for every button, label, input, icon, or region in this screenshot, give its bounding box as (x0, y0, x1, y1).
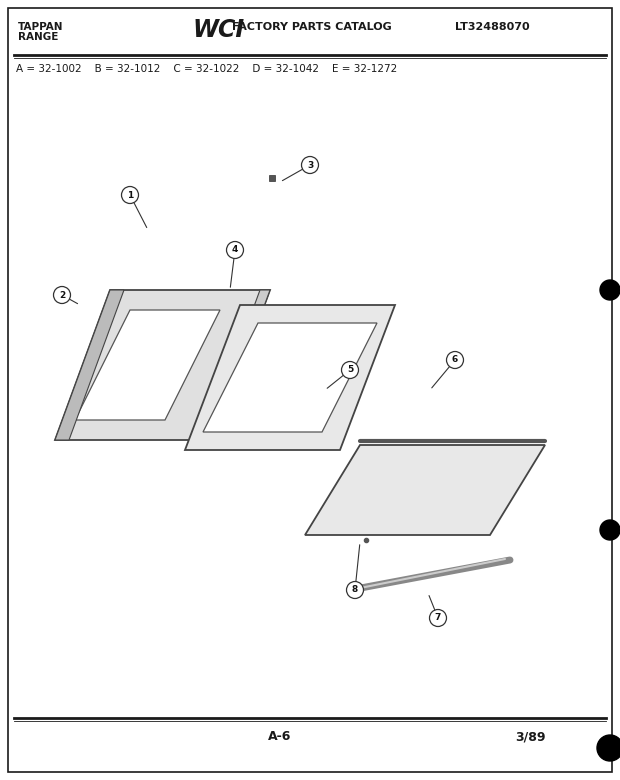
Polygon shape (55, 290, 270, 440)
Polygon shape (75, 310, 220, 420)
Circle shape (53, 286, 71, 303)
Circle shape (600, 520, 620, 540)
Text: 4: 4 (232, 246, 238, 254)
Polygon shape (203, 323, 377, 432)
Circle shape (597, 735, 620, 761)
Text: 6: 6 (452, 356, 458, 364)
Circle shape (226, 242, 244, 258)
Text: eReplacementParts.com: eReplacementParts.com (170, 423, 340, 437)
Circle shape (430, 609, 446, 626)
Text: WCI: WCI (192, 18, 244, 42)
Polygon shape (55, 290, 124, 440)
Text: 8: 8 (352, 586, 358, 594)
Text: 2: 2 (59, 290, 65, 300)
Circle shape (122, 186, 138, 204)
Text: 3/89: 3/89 (515, 730, 545, 743)
Text: 1: 1 (127, 190, 133, 200)
Text: A-6: A-6 (268, 730, 291, 743)
Circle shape (347, 582, 363, 598)
Text: A = 32-1002    B = 32-1012    C = 32-1022    D = 32-1042    E = 32-1272: A = 32-1002 B = 32-1012 C = 32-1022 D = … (16, 64, 397, 74)
Circle shape (342, 361, 358, 378)
Polygon shape (205, 290, 270, 440)
Text: 3: 3 (307, 161, 313, 169)
Circle shape (600, 280, 620, 300)
Polygon shape (185, 305, 395, 450)
Text: 5: 5 (347, 366, 353, 374)
Text: 7: 7 (435, 614, 441, 622)
Text: TAPPAN: TAPPAN (18, 22, 63, 32)
Circle shape (301, 157, 319, 173)
Text: FACTORY PARTS CATALOG: FACTORY PARTS CATALOG (232, 22, 392, 32)
Circle shape (446, 352, 464, 368)
Polygon shape (305, 445, 545, 535)
Text: RANGE: RANGE (18, 32, 58, 42)
Text: LT32488070: LT32488070 (455, 22, 529, 32)
